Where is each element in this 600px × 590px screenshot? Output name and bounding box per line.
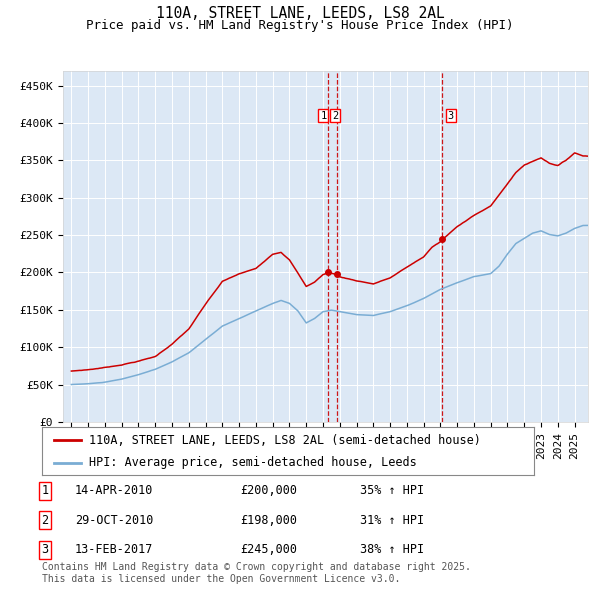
Text: £198,000: £198,000 bbox=[240, 514, 297, 527]
Text: 1: 1 bbox=[320, 110, 326, 120]
Text: 38% ↑ HPI: 38% ↑ HPI bbox=[360, 543, 424, 556]
Text: HPI: Average price, semi-detached house, Leeds: HPI: Average price, semi-detached house,… bbox=[89, 456, 416, 470]
Text: 3: 3 bbox=[41, 543, 49, 556]
Text: 110A, STREET LANE, LEEDS, LS8 2AL: 110A, STREET LANE, LEEDS, LS8 2AL bbox=[155, 6, 445, 21]
Text: £245,000: £245,000 bbox=[240, 543, 297, 556]
Text: 2: 2 bbox=[332, 110, 338, 120]
Text: Contains HM Land Registry data © Crown copyright and database right 2025.: Contains HM Land Registry data © Crown c… bbox=[42, 562, 471, 572]
Text: £200,000: £200,000 bbox=[240, 484, 297, 497]
Text: 1: 1 bbox=[41, 484, 49, 497]
Text: 14-APR-2010: 14-APR-2010 bbox=[75, 484, 154, 497]
Text: 29-OCT-2010: 29-OCT-2010 bbox=[75, 514, 154, 527]
Text: 35% ↑ HPI: 35% ↑ HPI bbox=[360, 484, 424, 497]
Text: This data is licensed under the Open Government Licence v3.0.: This data is licensed under the Open Gov… bbox=[42, 574, 400, 584]
Text: 2: 2 bbox=[41, 514, 49, 527]
Text: 110A, STREET LANE, LEEDS, LS8 2AL (semi-detached house): 110A, STREET LANE, LEEDS, LS8 2AL (semi-… bbox=[89, 434, 481, 447]
Text: 13-FEB-2017: 13-FEB-2017 bbox=[75, 543, 154, 556]
Text: Price paid vs. HM Land Registry's House Price Index (HPI): Price paid vs. HM Land Registry's House … bbox=[86, 19, 514, 32]
Text: 3: 3 bbox=[448, 110, 454, 120]
Text: 31% ↑ HPI: 31% ↑ HPI bbox=[360, 514, 424, 527]
